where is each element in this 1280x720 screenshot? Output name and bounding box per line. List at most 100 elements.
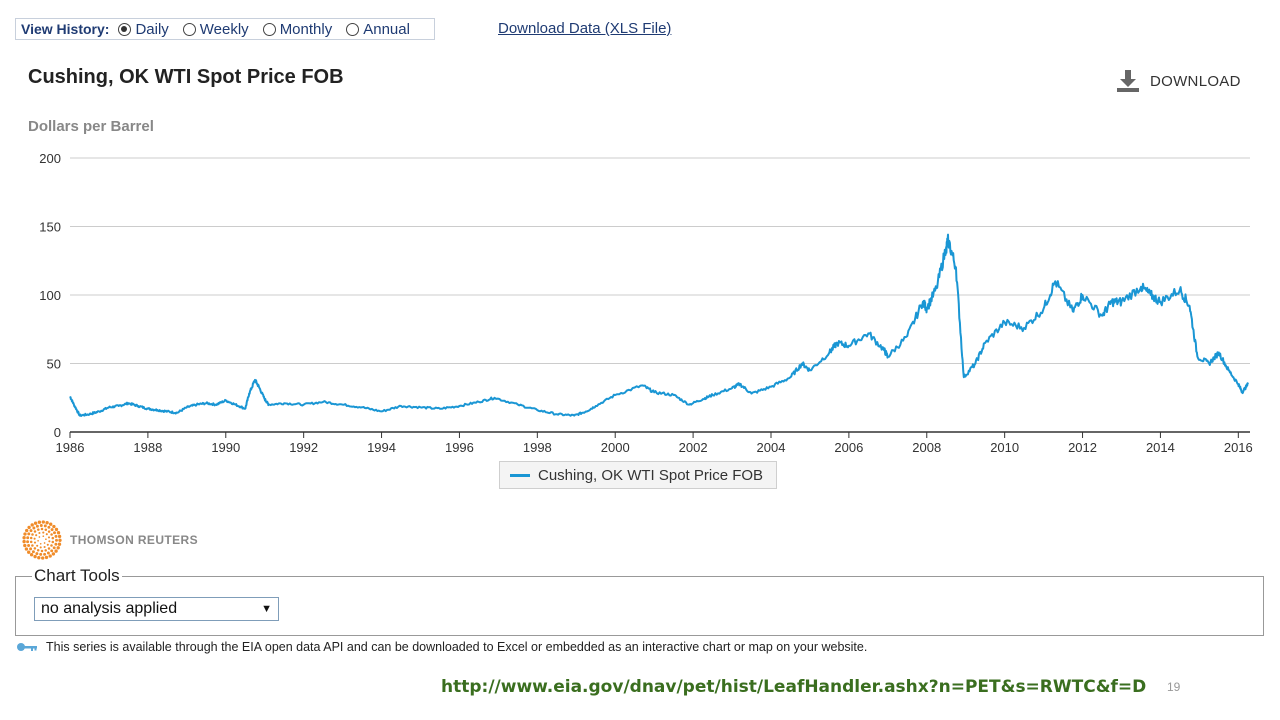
- logo-dot: [27, 550, 31, 554]
- logo-dot: [29, 540, 33, 544]
- radio-icon[interactable]: [346, 22, 360, 36]
- logo-dot: [36, 549, 40, 552]
- logo-dot: [39, 546, 42, 549]
- logo-dot: [52, 524, 56, 529]
- logo-dot: [33, 521, 38, 525]
- api-note: This series is available through the EIA…: [16, 640, 867, 654]
- logo-dot: [27, 525, 31, 530]
- logo-dot: [30, 523, 34, 527]
- logo-dot: [29, 547, 33, 551]
- logo-dot: [54, 542, 58, 546]
- x-tick-label: 2016: [1224, 440, 1253, 455]
- analysis-select-value: no analysis applied: [41, 600, 178, 617]
- history-option-label: Weekly: [199, 20, 249, 38]
- thomson-reuters-brand: THOMSON REUTERS: [22, 520, 198, 560]
- logo-dot: [41, 556, 45, 560]
- x-tick-label: 1992: [289, 440, 318, 455]
- view-history-bar: View History: Daily Weekly Monthly Annua…: [15, 18, 435, 40]
- logo-dot: [29, 529, 33, 533]
- logo-dot: [55, 538, 58, 542]
- logo-dot: [56, 546, 60, 550]
- series-line-wti: [69, 233, 1249, 417]
- x-tick-labels: 1986 1988 1990 1992 1994 1996 1998 2000 2002 2004…: [56, 432, 1253, 455]
- logo-dot: [44, 528, 48, 531]
- chart-tools-title: Chart Tools: [32, 566, 122, 586]
- logo-dot: [31, 533, 34, 536]
- logo-dot: [39, 542, 42, 545]
- radio-icon[interactable]: [262, 22, 276, 36]
- logo-dot: [26, 540, 30, 544]
- x-tick-label: 1994: [367, 440, 396, 455]
- x-tick-label: 1996: [445, 440, 474, 455]
- logo-dot: [39, 552, 43, 556]
- logo-dot: [47, 536, 51, 539]
- download-button[interactable]: DOWNLOAD: [1116, 70, 1241, 92]
- logo-dot: [42, 535, 45, 538]
- analysis-select[interactable]: no analysis applied ▼: [34, 597, 279, 621]
- logo-dot: [43, 545, 46, 549]
- logo-dot: [56, 531, 61, 535]
- thomson-reuters-logo: [22, 520, 62, 560]
- logo-dot: [32, 526, 36, 530]
- logo-dot: [40, 549, 44, 553]
- logo-dot: [48, 540, 51, 543]
- x-tick-label: 2012: [1068, 440, 1097, 455]
- logo-dot: [57, 534, 62, 539]
- x-tick-label: 2014: [1146, 440, 1175, 455]
- logo-dot: [51, 536, 55, 540]
- logo-dot: [49, 522, 53, 526]
- logo-dot: [51, 540, 55, 544]
- history-option-weekly[interactable]: Weekly: [182, 20, 249, 38]
- history-option-annual[interactable]: Annual: [346, 21, 410, 38]
- source-url: http://www.eia.gov/dnav/pet/hist/LeafHan…: [441, 677, 1147, 697]
- logo-dot: [37, 539, 39, 542]
- radio-icon[interactable]: [182, 22, 196, 36]
- logo-dot: [35, 552, 39, 556]
- radio-icon[interactable]: [118, 22, 132, 36]
- history-option-daily[interactable]: Daily: [118, 20, 169, 38]
- logo-dot: [45, 521, 49, 525]
- logo-dot: [37, 528, 40, 531]
- logo-dot: [22, 539, 26, 544]
- logo-dot: [23, 532, 27, 536]
- history-option-label: Annual: [363, 20, 410, 38]
- logo-dot: [27, 532, 31, 536]
- logo-dot: [43, 542, 46, 544]
- logo-dot: [38, 536, 41, 538]
- logo-dot: [37, 556, 41, 560]
- logo-dot: [58, 538, 62, 542]
- y-tick-label: 0: [54, 425, 61, 440]
- legend-swatch: [510, 473, 530, 477]
- logo-dot: [45, 538, 47, 541]
- logo-dot: [36, 544, 39, 547]
- chart-legend[interactable]: Cushing, OK WTI Spot Price FOB: [499, 461, 777, 489]
- chart-tools-panel: Chart Tools no analysis applied ▼: [15, 566, 1264, 636]
- logo-dot: [44, 549, 47, 552]
- logo-dot: [43, 552, 47, 556]
- logo-dot: [23, 543, 27, 548]
- y-tick-label: 50: [47, 357, 61, 372]
- history-option-monthly[interactable]: Monthly: [262, 21, 332, 38]
- history-option-label: Daily: [135, 20, 169, 38]
- logo-dot: [54, 527, 59, 532]
- logo-dot: [51, 552, 56, 556]
- logo-dot: [22, 536, 26, 540]
- logo-dot: [43, 524, 47, 528]
- chart-grid: [70, 157, 1250, 433]
- logo-dot: [47, 530, 51, 533]
- download-xls-link[interactable]: Download Data (XLS File): [498, 20, 672, 37]
- download-button-label: DOWNLOAD: [1150, 72, 1241, 90]
- logo-dot: [38, 531, 41, 535]
- y-tick-label: 100: [39, 288, 61, 303]
- x-tick-label: 1990: [211, 440, 240, 455]
- logo-dot: [37, 520, 42, 524]
- logo-dot: [33, 547, 37, 550]
- chart-title: Cushing, OK WTI Spot Price FOB: [28, 66, 344, 88]
- logo-dot: [24, 547, 29, 551]
- view-history-label: View History:: [21, 21, 110, 37]
- logo-dot: [31, 550, 35, 554]
- legend-series-name: Cushing, OK WTI Spot Price FOB: [538, 466, 764, 484]
- logo-dot: [50, 549, 54, 553]
- y-tick-label: 150: [39, 220, 61, 235]
- logo-dot: [52, 546, 56, 550]
